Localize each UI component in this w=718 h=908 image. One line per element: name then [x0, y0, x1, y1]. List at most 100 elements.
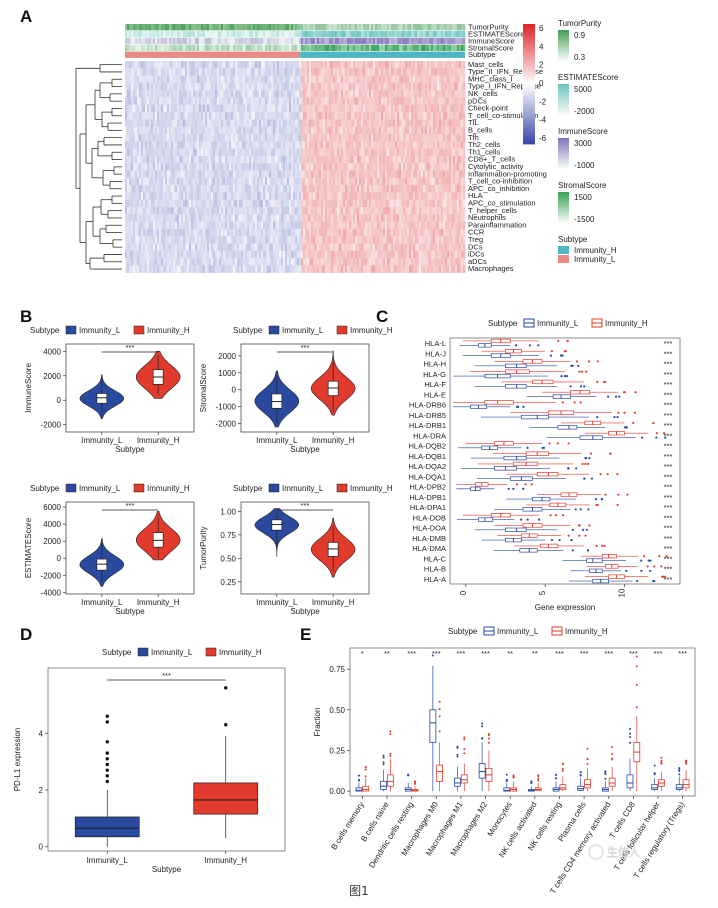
- annotation-cell: [247, 37, 250, 45]
- heatmap-cell: [403, 177, 406, 186]
- heatmap-cell: [301, 163, 304, 171]
- heatmap-cell: [223, 199, 226, 208]
- heatmap-cell: [147, 228, 150, 237]
- heatmap-cell: [195, 199, 198, 208]
- heatmap-cell: [285, 236, 288, 244]
- heatmap-cell: [391, 75, 394, 84]
- heatmap-cell: [347, 75, 350, 84]
- annotation-cell: [259, 37, 262, 45]
- heatmap-cell: [263, 75, 266, 84]
- annotation-cell: [387, 44, 390, 51]
- annotation-cell: [313, 24, 316, 31]
- heatmap-cell: [301, 126, 304, 135]
- annotation-cell: [267, 44, 270, 51]
- heatmap-cell: [389, 112, 392, 120]
- heatmap-cell: [141, 185, 144, 193]
- heatmap-cell: [253, 163, 256, 171]
- heatmap-cell: [423, 141, 426, 149]
- heatmap-cell: [135, 112, 138, 120]
- annotation-cell: [201, 44, 204, 51]
- heatmap-cell: [165, 134, 168, 142]
- heatmap-cell: [279, 221, 282, 230]
- heatmap-cell: [341, 68, 344, 76]
- heatmap-cell: [349, 163, 352, 171]
- heatmap-cell: [455, 185, 458, 193]
- annotation-cell: [375, 44, 378, 51]
- heatmap-cell: [331, 177, 334, 186]
- annotation-cell: [197, 30, 200, 38]
- heatmap-cell: [255, 141, 258, 149]
- annotation-cell: [193, 44, 196, 51]
- heatmap-cell: [427, 90, 430, 98]
- heatmap-cell: [399, 82, 402, 91]
- heatmap-cell: [207, 75, 210, 84]
- heatmap-cell: [333, 236, 336, 244]
- heatmap-cell: [385, 163, 388, 171]
- heatmap-cell: [297, 199, 300, 208]
- heatmap-cell: [181, 75, 184, 84]
- heatmap-cell: [459, 221, 462, 230]
- heatmap-cell: [255, 82, 258, 91]
- annotation-cell: [171, 30, 174, 38]
- heatmap-cell: [257, 126, 260, 135]
- heatmap-cell: [163, 75, 166, 84]
- annotation-cell: [211, 44, 214, 51]
- heatmap-cell: [343, 221, 346, 230]
- heatmap-cell: [231, 207, 234, 215]
- heatmap-cell: [409, 141, 412, 149]
- heatmap-cell: [155, 236, 158, 244]
- heatmap-cell: [197, 207, 200, 215]
- heatmap-cell: [459, 141, 462, 149]
- heatmap-cell: [229, 119, 232, 127]
- heatmap-cell: [291, 112, 294, 120]
- heatmap-cell: [353, 68, 356, 76]
- heatmap-cell: [277, 199, 280, 208]
- heatmap-cell: [277, 104, 280, 113]
- annotation-cell: [263, 44, 266, 51]
- heatmap-cell: [225, 148, 228, 157]
- heatmap-cell: [377, 141, 380, 149]
- heatmap-cell: [219, 61, 222, 69]
- heatmap-cell: [161, 141, 164, 149]
- heatmap-cell: [193, 134, 196, 142]
- heatmap-cell: [219, 134, 222, 142]
- heatmap-cell: [367, 155, 370, 164]
- heatmap-cell: [275, 75, 278, 84]
- heatmap-cell: [171, 82, 174, 91]
- annotation-cell: [391, 30, 394, 38]
- heatmap-cell: [257, 170, 260, 178]
- heatmap-cell: [317, 199, 320, 208]
- heatmap-cell: [263, 185, 266, 193]
- annotation-cell: [405, 24, 408, 31]
- annotation-cell: [281, 24, 284, 31]
- heatmap-cell: [363, 214, 366, 222]
- heatmap-cell: [443, 141, 446, 149]
- annotation-cell: [421, 37, 424, 45]
- heatmap-cell: [197, 97, 200, 105]
- heatmap-cell: [299, 82, 302, 91]
- annotation-cell: [449, 44, 452, 51]
- heatmap-cell: [323, 75, 326, 84]
- heatmap-cell: [193, 236, 196, 244]
- heatmap-cell: [389, 104, 392, 113]
- annotation-cell: [289, 44, 292, 51]
- heatmap-cell: [435, 126, 438, 135]
- heatmap-cell: [461, 199, 464, 208]
- heatmap-cell: [249, 192, 252, 200]
- annotation-cell: [333, 37, 336, 45]
- heatmap-cell: [453, 141, 456, 149]
- heatmap-cell: [363, 192, 366, 200]
- annotation-cell: [433, 24, 436, 31]
- heatmap-cell: [201, 163, 204, 171]
- heatmap-cell: [245, 61, 248, 69]
- heatmap-cell: [259, 170, 262, 178]
- heatmap-cell: [309, 214, 312, 222]
- annotation-cell: [355, 44, 358, 51]
- heatmap-cell: [283, 155, 286, 164]
- heatmap-cell: [237, 207, 240, 215]
- annotation-cell: [295, 24, 298, 31]
- heatmap-cell: [349, 148, 352, 157]
- heatmap-cell: [133, 61, 136, 69]
- heatmap-cell: [233, 68, 236, 76]
- heatmap-cell: [199, 141, 202, 149]
